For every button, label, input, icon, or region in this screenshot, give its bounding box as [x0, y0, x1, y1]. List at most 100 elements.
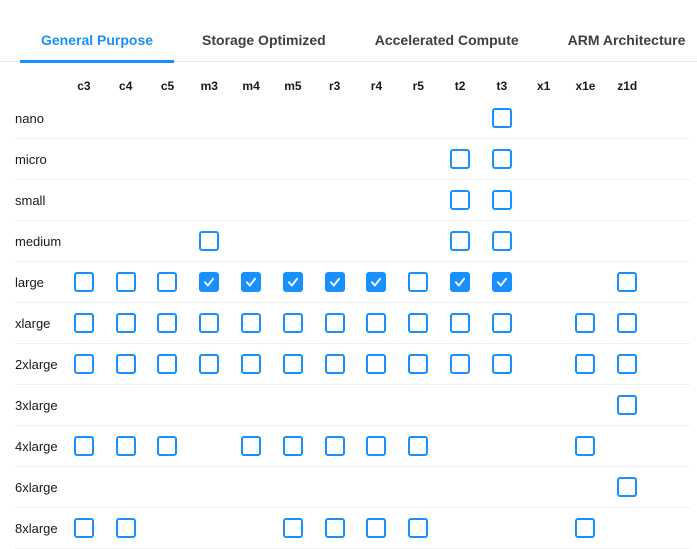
checkbox-xlarge-c5[interactable] — [157, 313, 178, 333]
checkbox-xlarge-m5[interactable] — [282, 313, 303, 333]
cell-nano-m5 — [272, 98, 314, 138]
checkbox-2xlarge-m3[interactable] — [199, 354, 220, 374]
checkbox-xlarge-r3[interactable] — [324, 313, 345, 333]
checkbox-4xlarge-r3[interactable] — [324, 436, 345, 456]
checkbox-2xlarge-m5[interactable] — [282, 354, 303, 374]
checkbox-xlarge-t3[interactable] — [491, 313, 512, 333]
cell-4xlarge-x1 — [523, 426, 565, 466]
checkbox-4xlarge-c3[interactable] — [73, 436, 94, 456]
checkbox-2xlarge-r4[interactable] — [366, 354, 387, 374]
cell-medium-t3 — [481, 221, 523, 261]
checkbox-small-t3[interactable] — [491, 190, 512, 210]
checkbox-small-t2[interactable] — [450, 190, 471, 210]
checkbox-2xlarge-r3[interactable] — [324, 354, 345, 374]
cell-large-x1e — [565, 262, 607, 302]
checkbox-2xlarge-r5[interactable] — [408, 354, 429, 374]
checkbox-2xlarge-x1e[interactable] — [575, 354, 596, 374]
checkbox-3xlarge-z1d[interactable] — [617, 395, 638, 415]
cell-micro-m5 — [272, 139, 314, 179]
checkbox-xlarge-r4[interactable] — [366, 313, 387, 333]
checkbox-micro-t3[interactable] — [491, 149, 512, 169]
checkbox-8xlarge-x1e[interactable] — [575, 518, 596, 538]
checkbox-4xlarge-x1e[interactable] — [575, 436, 596, 456]
column-header-x1: x1 — [536, 79, 551, 93]
cell-small-c4 — [105, 180, 147, 220]
checkbox-2xlarge-c4[interactable] — [115, 354, 136, 374]
cell-micro-x1e — [565, 139, 607, 179]
tab-general-purpose[interactable]: General Purpose — [20, 32, 175, 63]
checkbox-large-r4[interactable] — [366, 272, 387, 292]
cell-nano-x1 — [523, 98, 565, 138]
checkbox-8xlarge-m5[interactable] — [282, 518, 303, 538]
checkbox-xlarge-r5[interactable] — [408, 313, 429, 333]
cell-nano-m3 — [188, 98, 230, 138]
checkbox-large-m4[interactable] — [241, 272, 262, 292]
cell-8xlarge-x1 — [523, 508, 565, 548]
checkbox-8xlarge-r5[interactable] — [408, 518, 429, 538]
checkbox-large-t2[interactable] — [450, 272, 471, 292]
cell-nano-t3 — [481, 98, 523, 138]
cell-4xlarge-r3 — [314, 426, 356, 466]
cell-xlarge-t3 — [481, 303, 523, 343]
checkbox-xlarge-t2[interactable] — [450, 313, 471, 333]
checkbox-8xlarge-c3[interactable] — [73, 518, 94, 538]
checkbox-4xlarge-m5[interactable] — [282, 436, 303, 456]
cell-6xlarge-c5 — [147, 467, 189, 507]
cell-3xlarge-z1d — [606, 385, 648, 425]
tab-arm-architecture[interactable]: ARM Architecture — [567, 32, 686, 48]
checkbox-large-m5[interactable] — [282, 272, 303, 292]
checkbox-2xlarge-z1d[interactable] — [617, 354, 638, 374]
checkbox-micro-t2[interactable] — [450, 149, 471, 169]
cell-6xlarge-c3 — [63, 467, 105, 507]
checkbox-2xlarge-c5[interactable] — [157, 354, 178, 374]
checkbox-large-t3[interactable] — [491, 272, 512, 292]
cell-8xlarge-x1e — [565, 508, 607, 548]
checkbox-2xlarge-m4[interactable] — [241, 354, 262, 374]
checkbox-8xlarge-r3[interactable] — [324, 518, 345, 538]
checkbox-2xlarge-t3[interactable] — [491, 354, 512, 374]
checkbox-nano-t3[interactable] — [491, 108, 512, 128]
checkbox-6xlarge-z1d[interactable] — [617, 477, 638, 497]
tab-storage-optimized[interactable]: Storage Optimized — [202, 32, 326, 48]
checkbox-large-c5[interactable] — [157, 272, 178, 292]
tab-accelerated-compute[interactable]: Accelerated Compute — [374, 32, 519, 48]
checkbox-large-c3[interactable] — [73, 272, 94, 292]
checkbox-large-c4[interactable] — [115, 272, 136, 292]
checkbox-4xlarge-r4[interactable] — [366, 436, 387, 456]
checkbox-4xlarge-r5[interactable] — [408, 436, 429, 456]
checkbox-medium-t3[interactable] — [491, 231, 512, 251]
checkmark-icon — [455, 277, 466, 287]
checkbox-4xlarge-c4[interactable] — [115, 436, 136, 456]
checkbox-xlarge-z1d[interactable] — [617, 313, 638, 333]
cell-nano-z1d — [606, 98, 648, 138]
checkbox-xlarge-x1e[interactable] — [575, 313, 596, 333]
cell-medium-m3 — [188, 221, 230, 261]
checkbox-medium-t2[interactable] — [450, 231, 471, 251]
checkbox-8xlarge-c4[interactable] — [115, 518, 136, 538]
checkbox-xlarge-m3[interactable] — [199, 313, 220, 333]
cell-small-x1 — [523, 180, 565, 220]
checkbox-4xlarge-m4[interactable] — [241, 436, 262, 456]
checkmark-icon — [287, 277, 298, 287]
checkbox-xlarge-m4[interactable] — [241, 313, 262, 333]
checkmark-icon — [371, 277, 382, 287]
checkbox-xlarge-c3[interactable] — [73, 313, 94, 333]
checkbox-large-r5[interactable] — [408, 272, 429, 292]
checkbox-2xlarge-t2[interactable] — [450, 354, 471, 374]
checkbox-4xlarge-c5[interactable] — [157, 436, 178, 456]
checkbox-medium-m3[interactable] — [199, 231, 220, 251]
checkbox-large-m3[interactable] — [199, 272, 220, 292]
checkbox-xlarge-c4[interactable] — [115, 313, 136, 333]
row-label-6xlarge: 6xlarge — [15, 479, 58, 495]
checkbox-2xlarge-c3[interactable] — [73, 354, 94, 374]
row-label-micro: micro — [15, 151, 47, 167]
cell-small-m5 — [272, 180, 314, 220]
cell-2xlarge-t3 — [481, 344, 523, 384]
checkbox-large-r3[interactable] — [324, 272, 345, 292]
checkbox-8xlarge-r4[interactable] — [366, 518, 387, 538]
column-header-m5: m5 — [284, 79, 302, 93]
cell-small-x1e — [565, 180, 607, 220]
row-label-small: small — [15, 192, 46, 208]
cell-small-r4 — [356, 180, 398, 220]
checkbox-large-z1d[interactable] — [617, 272, 638, 292]
